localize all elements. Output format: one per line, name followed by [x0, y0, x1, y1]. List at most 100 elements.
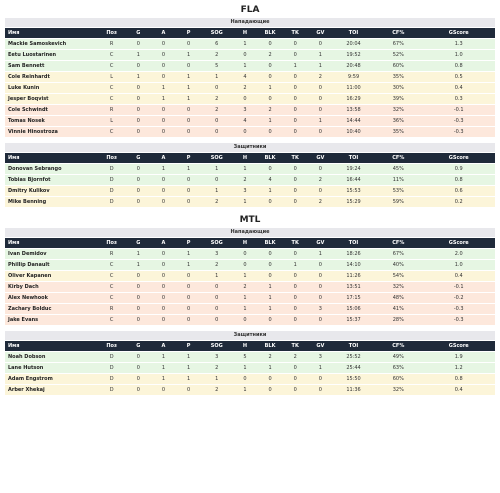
player-name: Ivan Demidov	[5, 249, 98, 259]
column-header[interactable]: Имя	[5, 153, 98, 163]
player-name: Zachary Bolduc	[5, 304, 98, 314]
column-header[interactable]: GScore	[422, 341, 495, 351]
column-header[interactable]: SOG	[201, 238, 233, 248]
section-header: Защитники	[5, 143, 495, 152]
column-header[interactable]: H	[232, 153, 258, 163]
column-header[interactable]: GV	[307, 153, 333, 163]
stat-cell: 0	[232, 374, 258, 384]
column-header[interactable]: BLK	[257, 153, 283, 163]
column-header[interactable]: P	[176, 153, 202, 163]
column-header[interactable]: CF%	[374, 238, 423, 248]
stat-cell: 0	[201, 304, 233, 314]
stat-cell: 0	[282, 94, 308, 104]
column-header[interactable]: Имя	[5, 238, 98, 248]
column-header[interactable]: G	[125, 153, 151, 163]
table-row: Arber Xhekaj D 0 0 0 2 1 0 0 0 11:36 32% 0.4	[5, 385, 495, 395]
column-header[interactable]: TK	[282, 153, 308, 163]
column-header[interactable]: GV	[307, 238, 333, 248]
stat-cell: 32%	[374, 105, 423, 115]
column-header[interactable]: A	[150, 238, 177, 248]
column-header[interactable]: GScore	[422, 28, 495, 38]
stat-cell: 0	[282, 116, 308, 126]
stat-cell: 2	[201, 94, 233, 104]
column-header[interactable]: GScore	[422, 238, 495, 248]
stat-cell: 1	[307, 249, 333, 259]
stat-cell: 2	[257, 50, 283, 60]
stat-cell: 1	[307, 61, 333, 71]
position-section: Защитники Имя Поз G A P SOG H BLK TK GV TOI CF% GScor…	[5, 143, 495, 208]
stat-cell: 0	[282, 39, 308, 49]
player-name: Mackie Samoskevich	[5, 39, 98, 49]
column-header[interactable]: Поз	[97, 238, 126, 248]
stat-cell: 1	[257, 83, 283, 93]
stat-cell: 0	[282, 293, 308, 303]
column-header[interactable]: BLK	[257, 341, 283, 351]
column-header[interactable]: Имя	[5, 28, 98, 38]
stat-cell: 0	[282, 249, 308, 259]
stat-cell: 15:29	[332, 197, 375, 207]
column-header[interactable]: Поз	[97, 153, 126, 163]
stat-cell: 1.3	[422, 39, 495, 49]
column-header[interactable]: CF%	[374, 153, 423, 163]
column-header[interactable]: TOI	[332, 153, 375, 163]
column-header[interactable]: TK	[282, 238, 308, 248]
column-header[interactable]: H	[232, 28, 258, 38]
column-header[interactable]: A	[150, 153, 177, 163]
stat-cell: -0.3	[422, 127, 495, 137]
column-header[interactable]: TK	[282, 341, 308, 351]
stat-cell: -0.1	[422, 105, 495, 115]
column-header[interactable]: TOI	[332, 28, 375, 38]
column-header[interactable]: P	[176, 238, 202, 248]
stat-cell: 4	[232, 116, 258, 126]
stat-cell: 0	[176, 39, 202, 49]
column-header[interactable]: GV	[307, 341, 333, 351]
player-name: Mike Benning	[5, 197, 98, 207]
player-name: Luke Kunin	[5, 83, 98, 93]
column-header[interactable]: H	[232, 238, 258, 248]
stat-cell: 0	[125, 304, 151, 314]
column-header[interactable]: Поз	[97, 28, 126, 38]
column-header[interactable]: BLK	[257, 238, 283, 248]
column-header[interactable]: GScore	[422, 153, 495, 163]
column-header[interactable]: G	[125, 28, 151, 38]
column-header[interactable]: BLK	[257, 28, 283, 38]
stat-cell: 0	[201, 175, 233, 185]
column-header[interactable]: P	[176, 341, 202, 351]
column-header[interactable]: CF%	[374, 341, 423, 351]
column-header[interactable]: TOI	[332, 341, 375, 351]
stat-cell: 1	[150, 94, 177, 104]
team-title: MTL	[239, 215, 261, 225]
stat-cell: 0	[150, 127, 177, 137]
column-header[interactable]: SOG	[201, 341, 233, 351]
column-header[interactable]: Поз	[97, 341, 126, 351]
stat-cell: 0	[307, 293, 333, 303]
column-header[interactable]: G	[125, 341, 151, 351]
column-header[interactable]: SOG	[201, 28, 233, 38]
stat-cell: 0	[150, 72, 177, 82]
stat-cell: 11:36	[332, 385, 375, 395]
table-row: Ivan Demidov R 1 0 1 3 0 0 0 1 18:26 67% 2.0	[5, 249, 495, 259]
stat-cell: 0	[201, 127, 233, 137]
column-header[interactable]: G	[125, 238, 151, 248]
column-header[interactable]: TK	[282, 28, 308, 38]
stat-cell: 1	[257, 304, 283, 314]
column-header[interactable]: A	[150, 341, 177, 351]
column-header[interactable]: A	[150, 28, 177, 38]
column-header[interactable]: CF%	[374, 28, 423, 38]
stat-cell: L	[97, 116, 126, 126]
column-header[interactable]: GV	[307, 28, 333, 38]
column-header[interactable]: Имя	[5, 341, 98, 351]
stat-cell: 0	[176, 315, 202, 325]
stat-cell: 0	[150, 175, 177, 185]
column-header[interactable]: H	[232, 341, 258, 351]
column-header[interactable]: SOG	[201, 153, 233, 163]
stat-cell: D	[97, 385, 126, 395]
column-header[interactable]: P	[176, 28, 202, 38]
stat-cell: C	[97, 315, 126, 325]
column-header[interactable]: TOI	[332, 238, 375, 248]
stat-cell: -0.3	[422, 116, 495, 126]
stat-cell: C	[97, 260, 126, 270]
section-header: Нападающие	[5, 18, 495, 27]
stat-cell: 1	[150, 352, 177, 362]
stat-cell: 67%	[374, 39, 423, 49]
